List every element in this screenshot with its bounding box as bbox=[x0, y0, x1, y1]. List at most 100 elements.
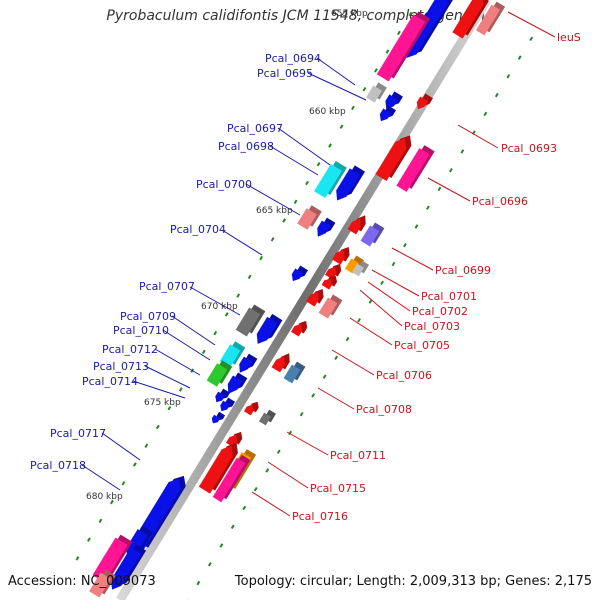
track-tick bbox=[178, 387, 183, 392]
gene-block[interactable] bbox=[235, 304, 266, 337]
gene-block[interactable] bbox=[306, 289, 324, 307]
gene-block[interactable] bbox=[111, 544, 147, 590]
gene-block[interactable] bbox=[211, 411, 226, 424]
gene-block[interactable] bbox=[283, 361, 306, 384]
map-title: Pyrobaculum calidifontis JCM 11548, comp… bbox=[106, 8, 494, 24]
gene-block[interactable] bbox=[321, 275, 338, 290]
gene-label-right[interactable]: Pcal_0699 bbox=[435, 264, 491, 277]
gene-block[interactable] bbox=[89, 569, 116, 598]
gene-block[interactable] bbox=[244, 401, 259, 416]
gene-block[interactable] bbox=[291, 320, 308, 337]
leader-line bbox=[277, 127, 331, 166]
gene-label-right[interactable]: Pcal_0711 bbox=[330, 449, 386, 462]
gene-label-left[interactable]: Pcal_0717 bbox=[50, 427, 106, 440]
gene-block[interactable] bbox=[314, 161, 347, 198]
gene-face bbox=[271, 356, 285, 373]
gene-block[interactable] bbox=[220, 397, 235, 412]
gene-face bbox=[220, 400, 230, 412]
gene-block[interactable] bbox=[416, 93, 433, 110]
gene-block[interactable] bbox=[475, 1, 506, 36]
track-tick bbox=[403, 242, 407, 248]
track-tick bbox=[483, 111, 488, 117]
gene-block[interactable] bbox=[219, 341, 246, 368]
gene-block[interactable] bbox=[271, 353, 290, 373]
scale-label: 660 kbp bbox=[309, 107, 346, 117]
gene-block[interactable] bbox=[375, 135, 412, 181]
track-tick bbox=[385, 49, 390, 54]
gene-block[interactable] bbox=[92, 534, 133, 583]
gene-block[interactable] bbox=[396, 145, 435, 192]
gene-block[interactable] bbox=[336, 165, 365, 201]
gene-label-right[interactable]: Pcal_0693 bbox=[501, 142, 557, 155]
gene-label-right[interactable]: Pcal_0703 bbox=[404, 320, 460, 333]
gene-block[interactable] bbox=[347, 215, 366, 235]
track-tick bbox=[213, 330, 218, 336]
gene-label-right[interactable]: Pcal_0701 bbox=[421, 290, 477, 303]
gene-label-left[interactable]: Pcal_0709 bbox=[120, 310, 176, 323]
gene-block[interactable] bbox=[345, 255, 364, 274]
gene-face bbox=[416, 96, 428, 110]
gene-block[interactable] bbox=[352, 260, 369, 277]
gene-block[interactable] bbox=[297, 205, 322, 230]
track-tick bbox=[345, 336, 350, 342]
gene-block[interactable] bbox=[379, 105, 396, 122]
gene-label-right[interactable]: Pcal_0706 bbox=[376, 369, 432, 382]
gene-face bbox=[198, 445, 233, 494]
gene-block[interactable] bbox=[206, 360, 233, 387]
gene-label-right[interactable]: Pcal_0705 bbox=[394, 339, 450, 352]
gene-label-right[interactable]: Pcal_0715 bbox=[310, 482, 366, 495]
gene-block[interactable] bbox=[360, 222, 385, 247]
gene-label-left[interactable]: Pcal_0695 bbox=[257, 67, 313, 80]
gene-label-left[interactable]: Pcal_0700 bbox=[196, 178, 252, 191]
gene-label-left[interactable]: Pcal_0704 bbox=[170, 223, 226, 236]
gene-block[interactable] bbox=[385, 91, 403, 109]
gene-face bbox=[219, 344, 241, 368]
gene-depth bbox=[326, 275, 338, 287]
gene-face bbox=[366, 85, 382, 103]
gene-face bbox=[375, 138, 407, 181]
gene-label-right[interactable]: Pcal_0708 bbox=[356, 403, 412, 416]
gene-face bbox=[332, 250, 345, 265]
track-tick bbox=[110, 499, 114, 505]
gene-block[interactable] bbox=[256, 313, 283, 344]
gene-depth bbox=[249, 401, 259, 413]
gene-block[interactable] bbox=[317, 217, 336, 237]
gene-label-left[interactable]: Pcal_0712 bbox=[102, 343, 158, 356]
gene-label-left[interactable]: Pcal_0710 bbox=[113, 324, 169, 337]
gene-label-left[interactable]: Pcal_0707 bbox=[139, 280, 195, 293]
gene-face bbox=[345, 258, 359, 274]
gene-block[interactable] bbox=[212, 454, 251, 503]
gene-block[interactable] bbox=[376, 11, 431, 82]
gene-block[interactable] bbox=[405, 0, 453, 58]
gene-label-left[interactable]: Pcal_0694 bbox=[265, 52, 321, 65]
track-tick bbox=[121, 481, 126, 486]
gene-block[interactable] bbox=[291, 265, 308, 282]
gene-label-right[interactable]: leuS bbox=[557, 31, 581, 44]
gene-face bbox=[89, 572, 111, 598]
gene-label-left[interactable]: Pcal_0713 bbox=[93, 360, 149, 373]
gene-face bbox=[291, 323, 303, 337]
gene-face bbox=[318, 297, 338, 319]
track-tick bbox=[299, 411, 304, 417]
gene-label-left[interactable]: Pcal_0698 bbox=[218, 140, 274, 153]
gene-block[interactable] bbox=[198, 442, 238, 494]
gene-block[interactable] bbox=[318, 294, 343, 319]
gene-block[interactable] bbox=[366, 82, 387, 103]
gene-block[interactable] bbox=[215, 388, 230, 403]
gene-block[interactable] bbox=[452, 0, 489, 39]
gene-label-right[interactable]: Pcal_0716 bbox=[292, 510, 348, 523]
gene-face bbox=[360, 225, 380, 247]
gene-label-right[interactable]: Pcal_0702 bbox=[412, 305, 468, 318]
gene-label-left[interactable]: Pcal_0714 bbox=[82, 375, 138, 388]
track-tick bbox=[529, 36, 534, 42]
gene-block[interactable] bbox=[227, 372, 248, 394]
leader-line bbox=[132, 380, 186, 399]
track-tick bbox=[368, 299, 373, 304]
gene-label-right[interactable]: Pcal_0696 bbox=[472, 195, 528, 208]
gene-block[interactable] bbox=[259, 409, 276, 426]
gene-block[interactable] bbox=[332, 247, 350, 265]
leader-line bbox=[427, 177, 471, 202]
gene-label-left[interactable]: Pcal_0697 bbox=[227, 122, 283, 135]
gene-block[interactable] bbox=[239, 353, 258, 373]
gene-label-left[interactable]: Pcal_0718 bbox=[30, 459, 86, 472]
